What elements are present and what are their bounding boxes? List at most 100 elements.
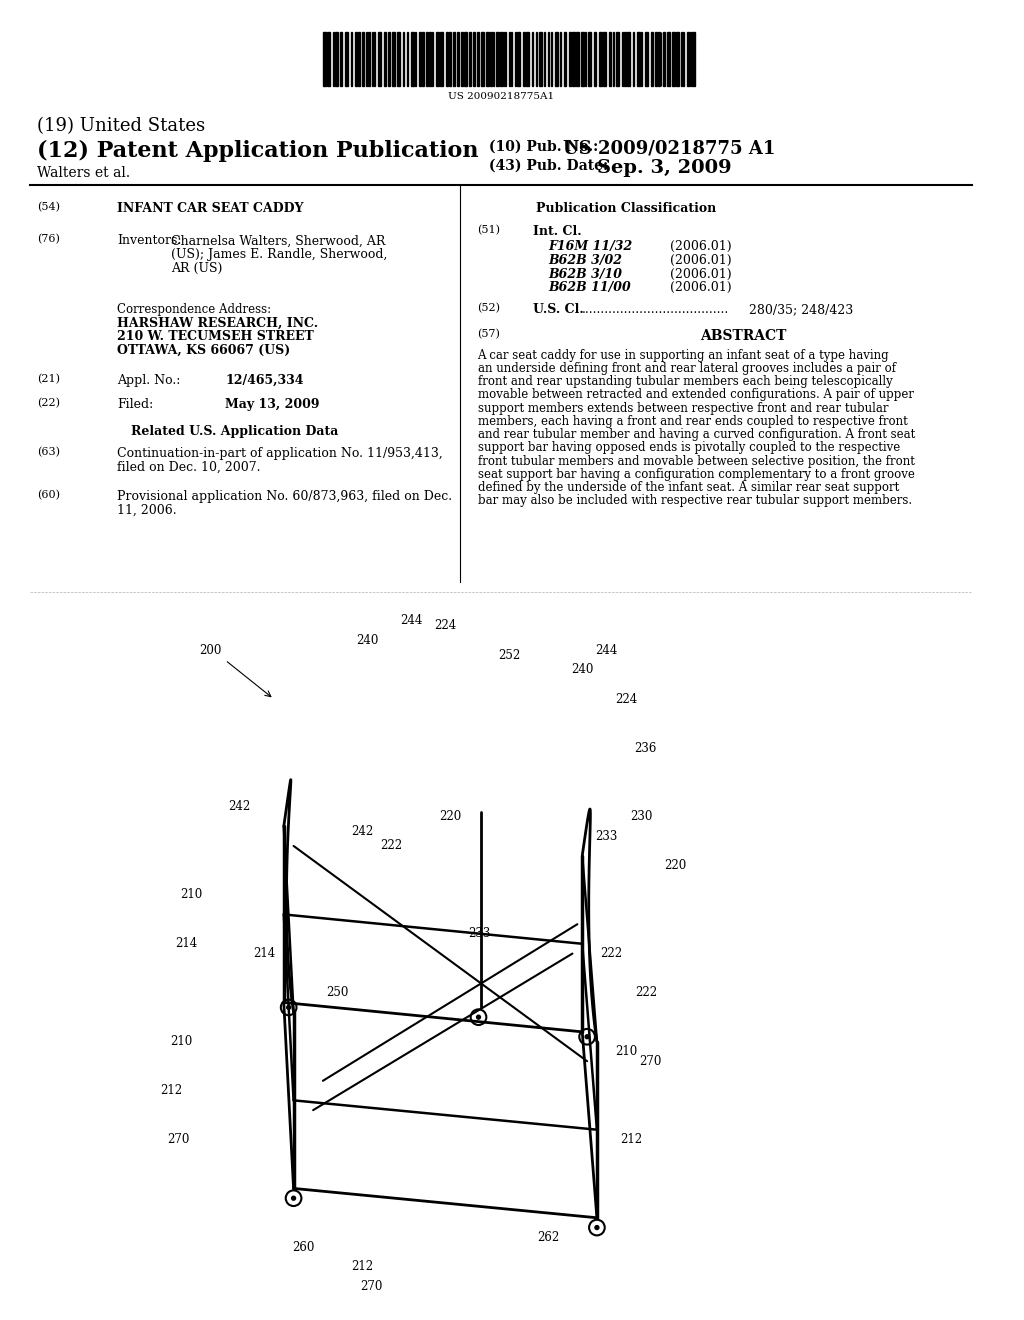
- Bar: [453, 32, 455, 86]
- Bar: [599, 32, 602, 86]
- Text: ABSTRACT: ABSTRACT: [700, 329, 786, 343]
- Text: Inventors:: Inventors:: [118, 235, 182, 247]
- Text: 244: 244: [596, 644, 617, 657]
- Bar: [486, 32, 489, 86]
- Text: 233: 233: [468, 928, 490, 940]
- Text: 222: 222: [600, 946, 623, 960]
- Bar: [555, 32, 558, 86]
- Text: Charnelsa Walters, Sherwood, AR: Charnelsa Walters, Sherwood, AR: [171, 235, 386, 247]
- Text: 233: 233: [596, 830, 617, 842]
- Bar: [461, 32, 463, 86]
- Text: B62B 3/10: B62B 3/10: [548, 268, 622, 281]
- Text: 212: 212: [351, 1261, 373, 1274]
- Text: US 2009/0218775 A1: US 2009/0218775 A1: [562, 140, 775, 157]
- Bar: [657, 32, 659, 86]
- Bar: [594, 32, 596, 86]
- Text: 280/35; 248/423: 280/35; 248/423: [749, 302, 853, 315]
- Text: (19) United States: (19) United States: [37, 117, 205, 135]
- Bar: [476, 32, 478, 86]
- Text: 224: 224: [615, 693, 637, 706]
- Text: members, each having a front and rear ends coupled to respective front: members, each having a front and rear en…: [477, 414, 907, 428]
- Bar: [687, 32, 689, 86]
- Bar: [419, 32, 421, 86]
- Text: 270: 270: [360, 1280, 383, 1292]
- Text: (22): (22): [37, 397, 60, 408]
- Bar: [572, 32, 575, 86]
- Bar: [358, 32, 360, 86]
- Text: Continuation-in-part of application No. 11/953,413,: Continuation-in-part of application No. …: [118, 446, 443, 459]
- Text: 244: 244: [399, 614, 422, 627]
- Text: HARSHAW RESEARCH, INC.: HARSHAW RESEARCH, INC.: [118, 317, 318, 330]
- Bar: [568, 32, 571, 86]
- Text: May 13, 2009: May 13, 2009: [225, 397, 319, 411]
- Text: 200: 200: [200, 644, 221, 657]
- Text: Int. Cl.: Int. Cl.: [534, 224, 582, 238]
- Text: Walters et al.: Walters et al.: [37, 166, 130, 180]
- Bar: [577, 32, 580, 86]
- Text: 250: 250: [327, 986, 349, 999]
- Bar: [431, 32, 433, 86]
- Text: 240: 240: [571, 663, 594, 676]
- Bar: [673, 32, 675, 86]
- Text: filed on Dec. 10, 2007.: filed on Dec. 10, 2007.: [118, 461, 261, 474]
- Text: A car seat caddy for use in supporting an infant seat of a type having: A car seat caddy for use in supporting a…: [477, 348, 889, 362]
- Text: F16M 11/32: F16M 11/32: [548, 240, 632, 253]
- Text: 220: 220: [439, 810, 461, 824]
- Text: 222: 222: [635, 986, 657, 999]
- Text: Filed:: Filed:: [118, 397, 154, 411]
- Bar: [664, 32, 666, 86]
- Bar: [603, 32, 606, 86]
- Bar: [450, 32, 452, 86]
- Text: defined by the underside of the infant seat. A similar rear seat support: defined by the underside of the infant s…: [477, 480, 899, 494]
- Bar: [340, 32, 342, 86]
- Bar: [436, 32, 439, 86]
- Bar: [628, 32, 630, 86]
- Text: and rear tubular member and having a curved configuration. A front seat: and rear tubular member and having a cur…: [477, 428, 914, 441]
- Bar: [608, 32, 610, 86]
- Bar: [429, 32, 430, 86]
- Text: 260: 260: [292, 1241, 314, 1254]
- Bar: [588, 32, 591, 86]
- Bar: [650, 32, 652, 86]
- Bar: [540, 32, 542, 86]
- Text: 270: 270: [640, 1055, 662, 1068]
- Text: an underside defining front and rear lateral grooves includes a pair of: an underside defining front and rear lat…: [477, 362, 896, 375]
- Bar: [384, 32, 386, 86]
- Text: 214: 214: [175, 937, 197, 950]
- Text: INFANT CAR SEAT CADDY: INFANT CAR SEAT CADDY: [118, 202, 304, 215]
- Bar: [645, 32, 648, 86]
- Bar: [616, 32, 620, 86]
- Text: 230: 230: [630, 810, 652, 824]
- Text: 242: 242: [228, 800, 251, 813]
- Text: (60): (60): [37, 490, 60, 500]
- Bar: [526, 32, 529, 86]
- Text: 210: 210: [170, 1035, 193, 1048]
- Text: (2006.01): (2006.01): [671, 240, 732, 253]
- Bar: [563, 32, 565, 86]
- Bar: [440, 32, 443, 86]
- Text: 270: 270: [167, 1133, 189, 1146]
- Text: 224: 224: [434, 619, 457, 632]
- Text: support members extends between respective front and rear tubular: support members extends between respecti…: [477, 401, 888, 414]
- Text: OTTAWA, KS 66067 (US): OTTAWA, KS 66067 (US): [118, 345, 291, 356]
- Bar: [392, 32, 395, 86]
- Text: (43) Pub. Date:: (43) Pub. Date:: [489, 158, 608, 173]
- Bar: [625, 32, 627, 86]
- Text: movable between retracted and extended configurations. A pair of upper: movable between retracted and extended c…: [477, 388, 913, 401]
- Text: AR (US): AR (US): [171, 261, 222, 275]
- Circle shape: [585, 1035, 589, 1039]
- Bar: [481, 32, 484, 86]
- Text: (21): (21): [37, 375, 60, 384]
- Circle shape: [595, 1225, 599, 1229]
- Text: (12) Patent Application Publication: (12) Patent Application Publication: [37, 140, 478, 161]
- Bar: [654, 32, 656, 86]
- Text: 212: 212: [160, 1084, 182, 1097]
- Bar: [422, 32, 424, 86]
- Bar: [637, 32, 640, 86]
- Text: Correspondence Address:: Correspondence Address:: [118, 302, 271, 315]
- Text: 210 W. TECUMSEH STREET: 210 W. TECUMSEH STREET: [118, 330, 314, 343]
- Text: 11, 2006.: 11, 2006.: [118, 503, 177, 516]
- Bar: [668, 32, 671, 86]
- Circle shape: [476, 1015, 480, 1019]
- Text: 252: 252: [498, 648, 520, 661]
